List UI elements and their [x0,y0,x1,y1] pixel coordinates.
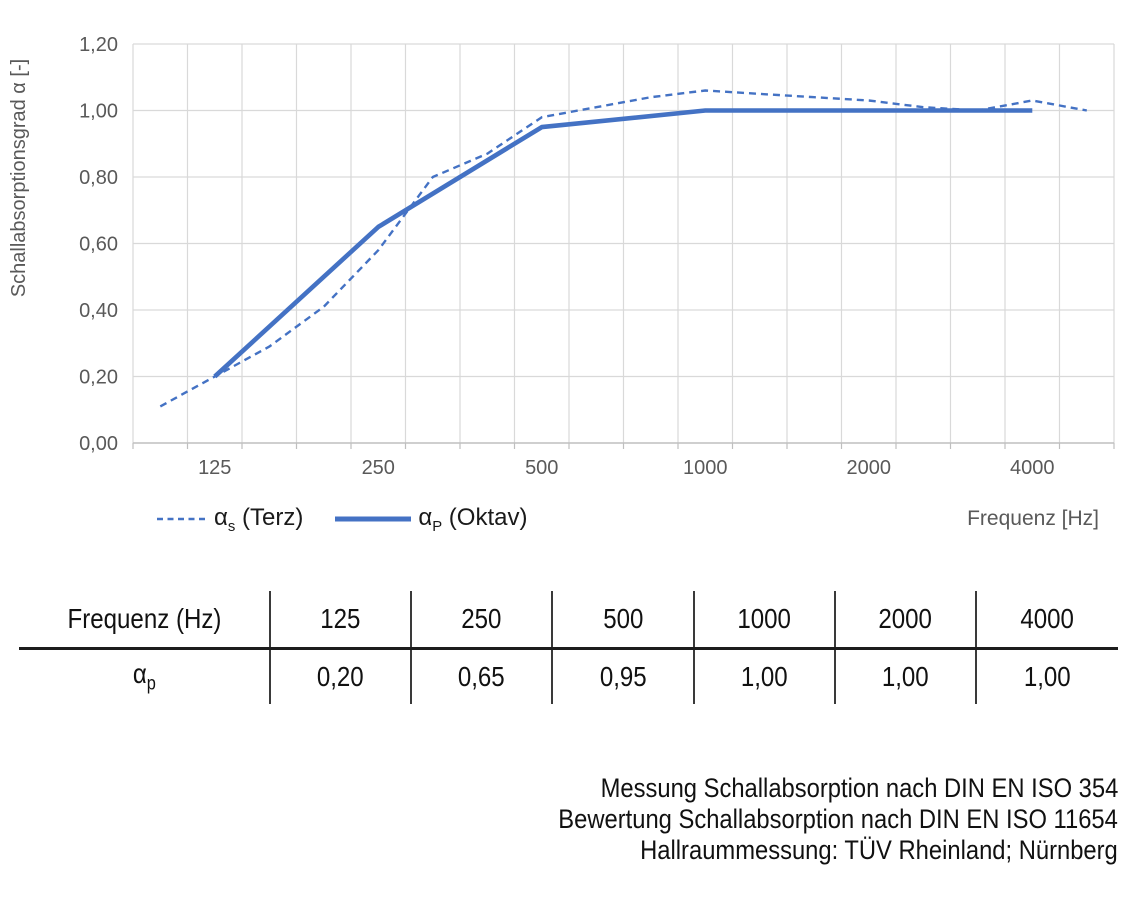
x-tick-label: 500 [525,457,558,479]
alpha-symbol: α [132,658,147,690]
absorption-table: Frequenz (Hz) 125 250 500 1000 2000 4000… [19,591,1118,704]
legend-text-terz: (Terz) [235,504,304,531]
table-header-cell: 2000 [836,591,977,647]
table-header-cell: 250 [412,591,554,647]
table-value-cell: 1,00 [695,650,836,704]
x-tick-label: 125 [198,457,231,479]
chart-gridlines [132,43,1115,443]
table-value-row: αp 0,20 0,65 0,95 1,00 1,00 1,00 [19,650,1118,704]
y-tick-label: 1,20 [79,34,118,56]
table-value-cell: 0,20 [271,650,413,704]
note-line: Messung Schallabsorption nach DIN EN ISO… [600,773,1118,803]
legend-sub-s: s [227,518,236,535]
chart-canvas: 0,00 0,20 0,40 0,60 0,80 1,00 1,20 125 250 500 100… [8,34,1115,479]
alpha-subscript: p [146,673,156,695]
table-value-cell: 0,65 [412,650,554,704]
chart-axis [132,442,1115,449]
measurement-notes: Messung Schallabsorption nach DIN EN ISO… [482,773,1118,866]
table-divider-line [19,647,1118,650]
legend-sub-p: P [432,518,443,535]
table-header-cell: Frequenz (Hz) [19,591,271,647]
x-axis-title: Frequenz [Hz] [967,507,1099,530]
y-tick-label: 0,60 [79,234,118,256]
legend-label-terz: αs (Terz) [214,504,303,535]
table-header-cell: 1000 [695,591,836,647]
x-tick-label: 1000 [683,457,728,479]
legend-text-oktav: (Oktav) [442,504,528,531]
series-alpha-p-oktav [213,108,1033,379]
chart-tick-labels: 0,00 0,20 0,40 0,60 0,80 1,00 1,20 125 250 500 100… [79,34,1054,479]
table-row-label: αp [19,650,271,704]
y-tick-label: 1,00 [79,101,118,123]
legend-item-terz: αs (Terz) [157,504,303,535]
legend-label-oktav: αP (Oktav) [418,504,527,535]
series-alpha-s-terz [159,89,1088,408]
dashed-line-swatch-icon [157,518,207,521]
note-line: Bewertung Schallabsorption nach DIN EN I… [558,804,1118,834]
x-tick-label: 4000 [1010,457,1055,479]
legend-item-oktav: αP (Oktav) [335,504,527,535]
x-tick-label: 250 [362,457,395,479]
y-axis-title: Schallabsorptionsgrad α [-] [8,59,30,297]
y-tick-label: 0,20 [79,367,118,389]
legend-alpha-s: α [214,504,228,531]
note-line: Hallraummessung: TÜV Rheinland; Nürnberg [640,835,1118,865]
table-value-cell: 1,00 [836,650,977,704]
table-value-cell: 1,00 [1023,661,1071,692]
absorption-chart: 0,00 0,20 0,40 0,60 0,80 1,00 1,20 125 250 500 100… [8,34,1115,479]
y-tick-label: 0,00 [79,433,118,455]
solid-line-swatch-icon [335,516,412,522]
table-value-cell: 0,95 [553,650,695,704]
table-header-cell: 500 [553,591,695,647]
table-header-cell: 125 [271,591,413,647]
y-tick-label: 0,40 [79,300,118,322]
chart-series [159,89,1088,408]
table-header-cell: 4000 [1020,603,1075,634]
y-tick-label: 0,80 [79,167,118,189]
x-tick-label: 2000 [847,457,892,479]
table-header-row: Frequenz (Hz) 125 250 500 1000 2000 4000 [19,591,1118,647]
legend-alpha-p: α [418,504,433,531]
chart-legend: αs (Terz) αP (Oktav) [157,504,527,535]
